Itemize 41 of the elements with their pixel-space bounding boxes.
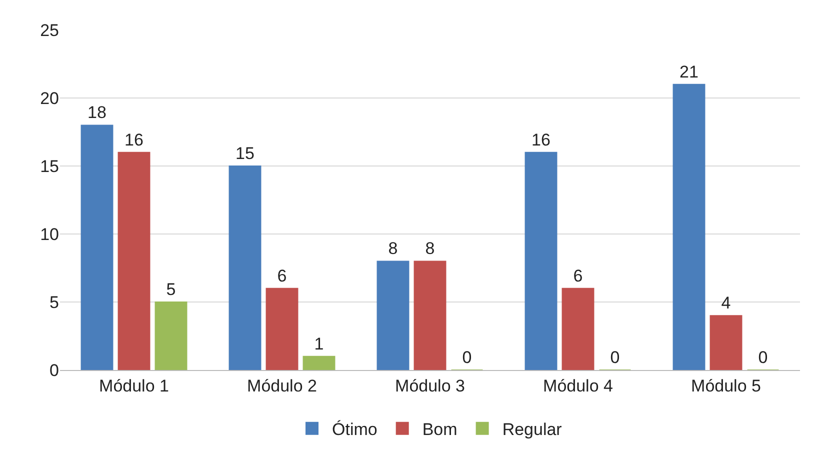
data-label: 16 (124, 130, 144, 150)
legend-label: Regular (502, 420, 562, 439)
bar (266, 288, 298, 370)
data-label: 1 (314, 334, 324, 354)
x-tick-label: Módulo 2 (247, 376, 317, 396)
bar (154, 302, 188, 370)
y-tick-label: 25 (40, 20, 59, 40)
legend-label: Bom (422, 420, 458, 439)
bar (414, 260, 446, 370)
data-label: 0 (610, 348, 620, 367)
data-label: 15 (236, 144, 254, 163)
data-label: 8 (388, 239, 398, 258)
data-label: 4 (721, 294, 731, 313)
y-tick-label: 0 (50, 360, 59, 380)
y-tick-label: 15 (40, 156, 59, 176)
y-tick-label: 10 (40, 224, 59, 244)
bar (228, 166, 262, 370)
x-tick-label: Módulo 3 (395, 376, 465, 396)
y-tick-label: 5 (50, 292, 59, 312)
bar (524, 152, 558, 370)
data-label: 0 (462, 348, 472, 367)
data-label: 5 (166, 280, 176, 299)
y-tick-label: 20 (40, 88, 59, 108)
data-label: 8 (425, 239, 435, 258)
bar (376, 260, 410, 370)
x-tick-label: Módulo 1 (99, 376, 169, 396)
data-label: 21 (680, 62, 698, 82)
x-tick-label: Módulo 4 (543, 376, 613, 396)
bar (710, 315, 742, 370)
data-label: 0 (758, 348, 768, 367)
bar (302, 356, 336, 370)
data-label: 18 (88, 103, 106, 122)
bar (672, 84, 706, 370)
legend-label: Ótimo (332, 420, 378, 439)
bar (118, 152, 150, 370)
bar (562, 288, 594, 370)
x-tick-label: Módulo 5 (691, 376, 761, 396)
data-label: 6 (573, 266, 583, 286)
data-label: 16 (532, 130, 550, 150)
bar (80, 124, 114, 370)
data-label: 6 (277, 266, 287, 286)
